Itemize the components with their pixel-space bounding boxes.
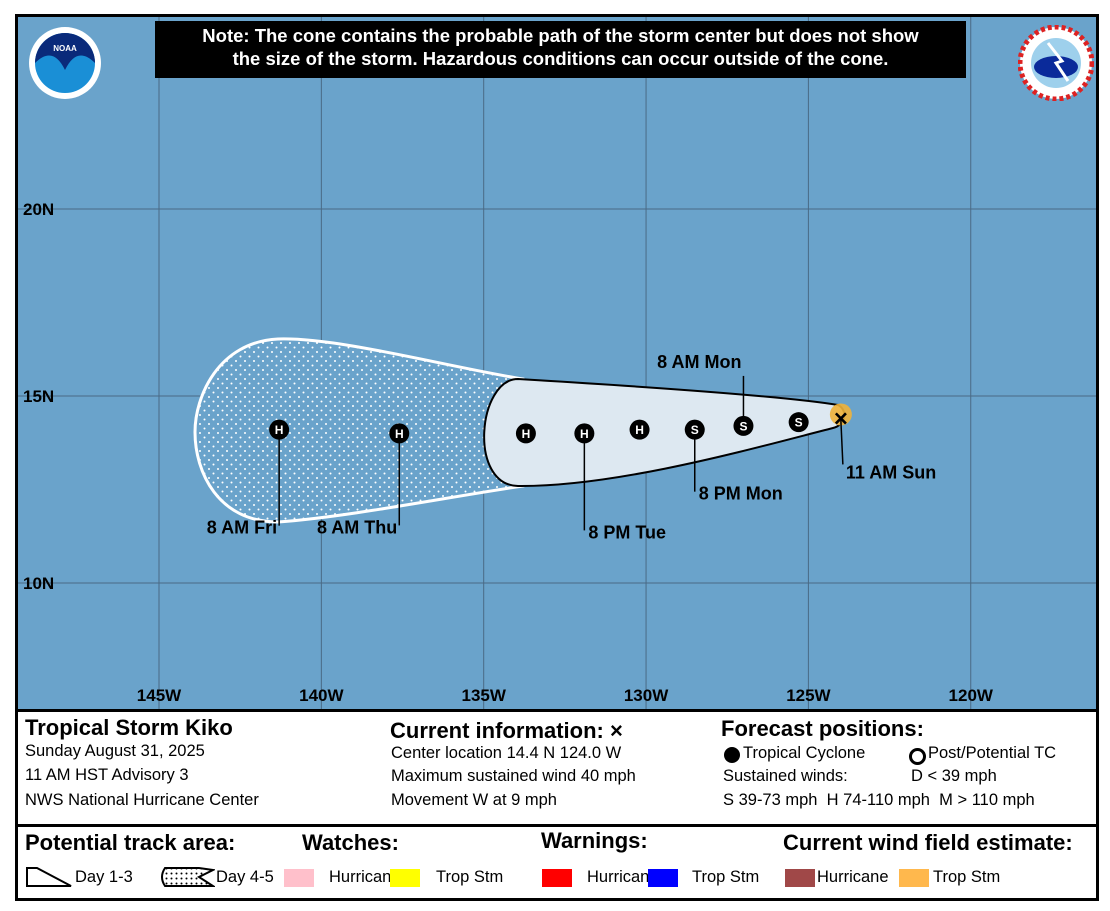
- advisory-number: 11 AM HST Advisory 3: [25, 766, 189, 784]
- noaa-logo: NOAA: [29, 27, 101, 99]
- wind-scale: S 39-73 mph H 74-110 mph M > 110 mph: [723, 791, 1035, 809]
- watches-title: Watches:: [302, 830, 399, 855]
- forecast-intensity-letter: H: [522, 427, 531, 441]
- forecast-time-label: 8 PM Mon: [699, 484, 783, 504]
- longitude-label: 130W: [624, 686, 669, 705]
- note-line-2: the size of the storm. Hazardous conditi…: [232, 48, 889, 69]
- track-area-title: Potential track area:: [25, 830, 236, 855]
- forecast-point-marker: [684, 419, 705, 440]
- forecast-intensity-letter: H: [580, 427, 589, 441]
- current-position-x-icon: ×: [834, 405, 848, 432]
- warning-hurricane-swatch: [542, 869, 572, 887]
- track-map: S 8 AM Mon S 8 PM Mon S H 8 PM Tue H H 8 AM Thu H 8…: [18, 17, 1096, 709]
- forecast-intensity-letter: H: [275, 423, 284, 437]
- warning-hurricane-label: Hurricane: [587, 868, 659, 886]
- wind-trop-stm-label: Trop Stm: [933, 868, 1001, 886]
- forecast-time-label: 8 AM Mon: [657, 352, 741, 372]
- sustained-winds-label: Sustained winds:: [723, 767, 848, 785]
- forecast-time-label: 8 PM Tue: [588, 522, 666, 542]
- forecast-intensity-letter: S: [739, 419, 747, 433]
- longitude-label: 135W: [461, 686, 506, 705]
- longitude-label: 145W: [137, 686, 182, 705]
- wind-field-title: Current wind field estimate:: [783, 830, 1073, 855]
- leader-line: [840, 420, 844, 465]
- watch-trop-stm-label: Trop Stm: [436, 868, 504, 886]
- forecast-point-marker: [733, 415, 754, 436]
- cone-day-1-3: [483, 377, 846, 488]
- ocean: [18, 17, 1096, 709]
- depression-scale: D < 39 mph: [911, 767, 997, 785]
- day-4-5-cone-icon: [161, 867, 215, 887]
- cone-note: Note: The cone contains the probable pat…: [155, 21, 966, 78]
- forecast-point-marker: [629, 419, 650, 440]
- forecast-time-label: 8 AM Fri: [207, 518, 277, 538]
- note-line-1: Note: The cone contains the probable pat…: [202, 25, 919, 46]
- wind-hurricane-label: Hurricane: [817, 868, 889, 886]
- forecast-time-label: 8 AM Thu: [317, 517, 397, 537]
- center-location: Center location 14.4 N 124.0 W: [391, 744, 622, 762]
- forecast-intensity-letter: S: [795, 416, 803, 430]
- watch-trop-stm-swatch: [390, 869, 420, 887]
- day-1-3-label: Day 1-3: [75, 868, 133, 886]
- movement: Movement W at 9 mph: [391, 791, 557, 809]
- issuing-center: NWS National Hurricane Center: [25, 791, 259, 809]
- watch-hurricane-swatch: [284, 869, 314, 887]
- forecast-intensity-letter: S: [691, 423, 699, 437]
- latitude-label: 20N: [23, 200, 54, 219]
- current-info-title: Current information: ×: [390, 718, 623, 743]
- forecast-point-marker: [574, 423, 595, 444]
- forecast-title: Forecast positions:: [721, 716, 924, 741]
- forecast-point-marker: [515, 423, 536, 444]
- day-1-3-cone-icon: [26, 867, 72, 887]
- tropical-cyclone-dot-icon: [724, 747, 740, 763]
- warning-trop-stm-swatch: [648, 869, 678, 887]
- post-tc-circle-icon: [909, 748, 926, 765]
- latitude-label: 10N: [23, 574, 54, 593]
- day-4-5-label: Day 4-5: [216, 868, 274, 886]
- wind-trop-stm-swatch: [899, 869, 929, 887]
- wind-field-trop-stm: [829, 403, 852, 426]
- advisory-date: Sunday August 31, 2025: [25, 742, 205, 760]
- current-time-label: 11 AM Sun: [846, 462, 936, 482]
- warning-trop-stm-label: Trop Stm: [692, 868, 760, 886]
- forecast-intensity-letter: H: [395, 427, 404, 441]
- tropical-cyclone-label: Tropical Cyclone: [743, 744, 866, 762]
- post-tc-label: Post/Potential TC: [928, 744, 1057, 762]
- nws-logo: [1018, 25, 1094, 101]
- wind-hurricane-swatch: [785, 869, 815, 887]
- longitude-label: 120W: [949, 686, 994, 705]
- forecast-graphic: S 8 AM Mon S 8 PM Mon S H 8 PM Tue H H 8 AM Thu H 8…: [15, 14, 1099, 901]
- forecast-point-marker: [269, 419, 290, 440]
- forecast-point-marker: [788, 412, 809, 433]
- longitude-label: 125W: [786, 686, 831, 705]
- forecast-intensity-letter: H: [635, 423, 644, 437]
- max-wind: Maximum sustained wind 40 mph: [391, 767, 636, 785]
- storm-info-panel: Tropical Storm Kiko Sunday August 31, 20…: [18, 709, 1096, 827]
- svg-text:NOAA: NOAA: [53, 44, 77, 53]
- watch-hurricane-label: Hurricane: [329, 868, 401, 886]
- latitude-label: 15N: [23, 387, 54, 406]
- forecast-point-marker: [389, 423, 410, 444]
- warnings-title: Warnings:: [541, 828, 648, 853]
- storm-name: Tropical Storm Kiko: [25, 715, 233, 740]
- longitude-label: 140W: [299, 686, 344, 705]
- legend-panel: Potential track area: Day 1-3 Day 4-5 Wa…: [18, 824, 1096, 898]
